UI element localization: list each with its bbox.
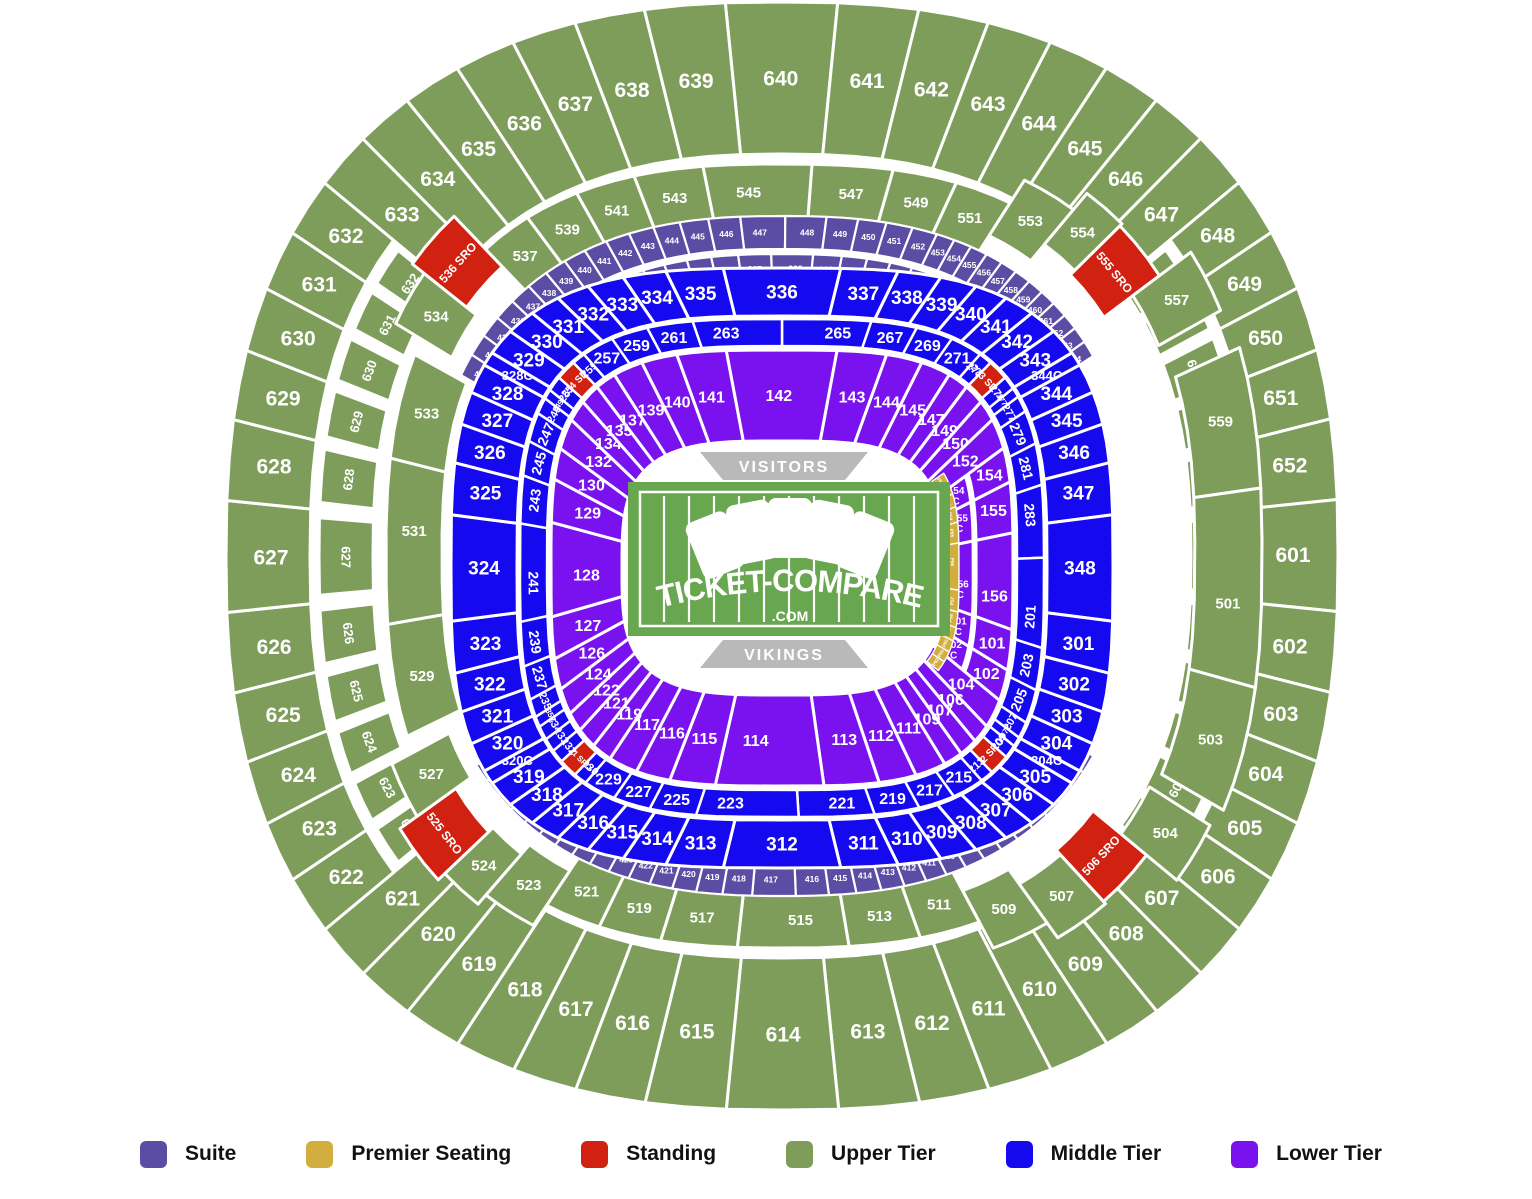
legend-label: Standing xyxy=(626,1142,717,1165)
suite-swatch xyxy=(140,1140,167,1168)
section-263[interactable]: 263 xyxy=(691,317,784,350)
legend-item-lower: Lower Tier xyxy=(1231,1140,1382,1168)
section-142[interactable]: 142 xyxy=(724,348,839,443)
section-241[interactable]: 241 xyxy=(518,522,549,624)
legend-label: Middle Tier xyxy=(1050,1142,1162,1165)
section-501[interactable]: 501 xyxy=(1187,486,1264,690)
section-531[interactable]: 531 xyxy=(384,456,448,626)
section-283[interactable]: 283 xyxy=(1013,483,1046,560)
vikings-banner xyxy=(700,640,868,668)
section-515[interactable]: 515 xyxy=(735,889,851,950)
legend-item-premier: Premier Seating xyxy=(306,1140,512,1168)
legend: Suite Premier Seating Standing Upper Tie… xyxy=(0,1112,1532,1196)
visitors-banner xyxy=(700,452,868,480)
section-348[interactable]: 348 xyxy=(1045,513,1115,623)
legend-item-upper: Upper Tier xyxy=(786,1140,936,1168)
section-627[interactable]: 627 627 xyxy=(224,499,375,614)
section-447[interactable]: 447 xyxy=(739,214,787,251)
section-223[interactable]: 223 xyxy=(694,787,800,819)
upper-tier-swatch xyxy=(786,1140,814,1168)
section-221[interactable]: 221 xyxy=(795,786,876,819)
premier-swatch xyxy=(306,1140,334,1168)
pitch-border xyxy=(638,490,940,628)
section-448[interactable]: 448 xyxy=(783,214,828,251)
seat-map: 6406416426436446456466476486486496496506… xyxy=(224,0,1340,1112)
section-324[interactable]: 324 xyxy=(449,513,519,623)
logo-crowd-icon xyxy=(685,498,895,579)
legend-label: Suite xyxy=(185,1142,237,1165)
section-239[interactable]: 239 xyxy=(519,614,552,668)
legend-label: Premier Seating xyxy=(351,1142,512,1165)
standing-swatch xyxy=(581,1140,609,1168)
center-field: VISITORS TICKET-COMPARE .COM VIKINGS xyxy=(628,452,950,668)
section-614[interactable]: 614 xyxy=(724,955,841,1112)
section-529[interactable]: 529 xyxy=(386,613,462,738)
section-201[interactable]: 201 xyxy=(1014,556,1046,650)
middle-tier-swatch xyxy=(1005,1140,1033,1168)
legend-item-middle: Middle Tier xyxy=(1005,1140,1162,1168)
section-545[interactable]: 545 xyxy=(701,162,814,224)
legend-item-suite: Suite xyxy=(140,1140,237,1168)
legend-label: Lower Tier xyxy=(1276,1142,1382,1165)
section-640[interactable]: 640 xyxy=(723,0,840,157)
section-336[interactable]: 336 xyxy=(721,266,843,318)
lower-tier-swatch xyxy=(1231,1140,1259,1168)
section-446[interactable]: 446 xyxy=(707,215,746,253)
legend-label: Upper Tier xyxy=(831,1142,936,1165)
section-312[interactable]: 312 xyxy=(721,818,843,870)
section-265[interactable]: 265 xyxy=(780,317,873,350)
legend-item-standing: Standing xyxy=(581,1140,717,1168)
